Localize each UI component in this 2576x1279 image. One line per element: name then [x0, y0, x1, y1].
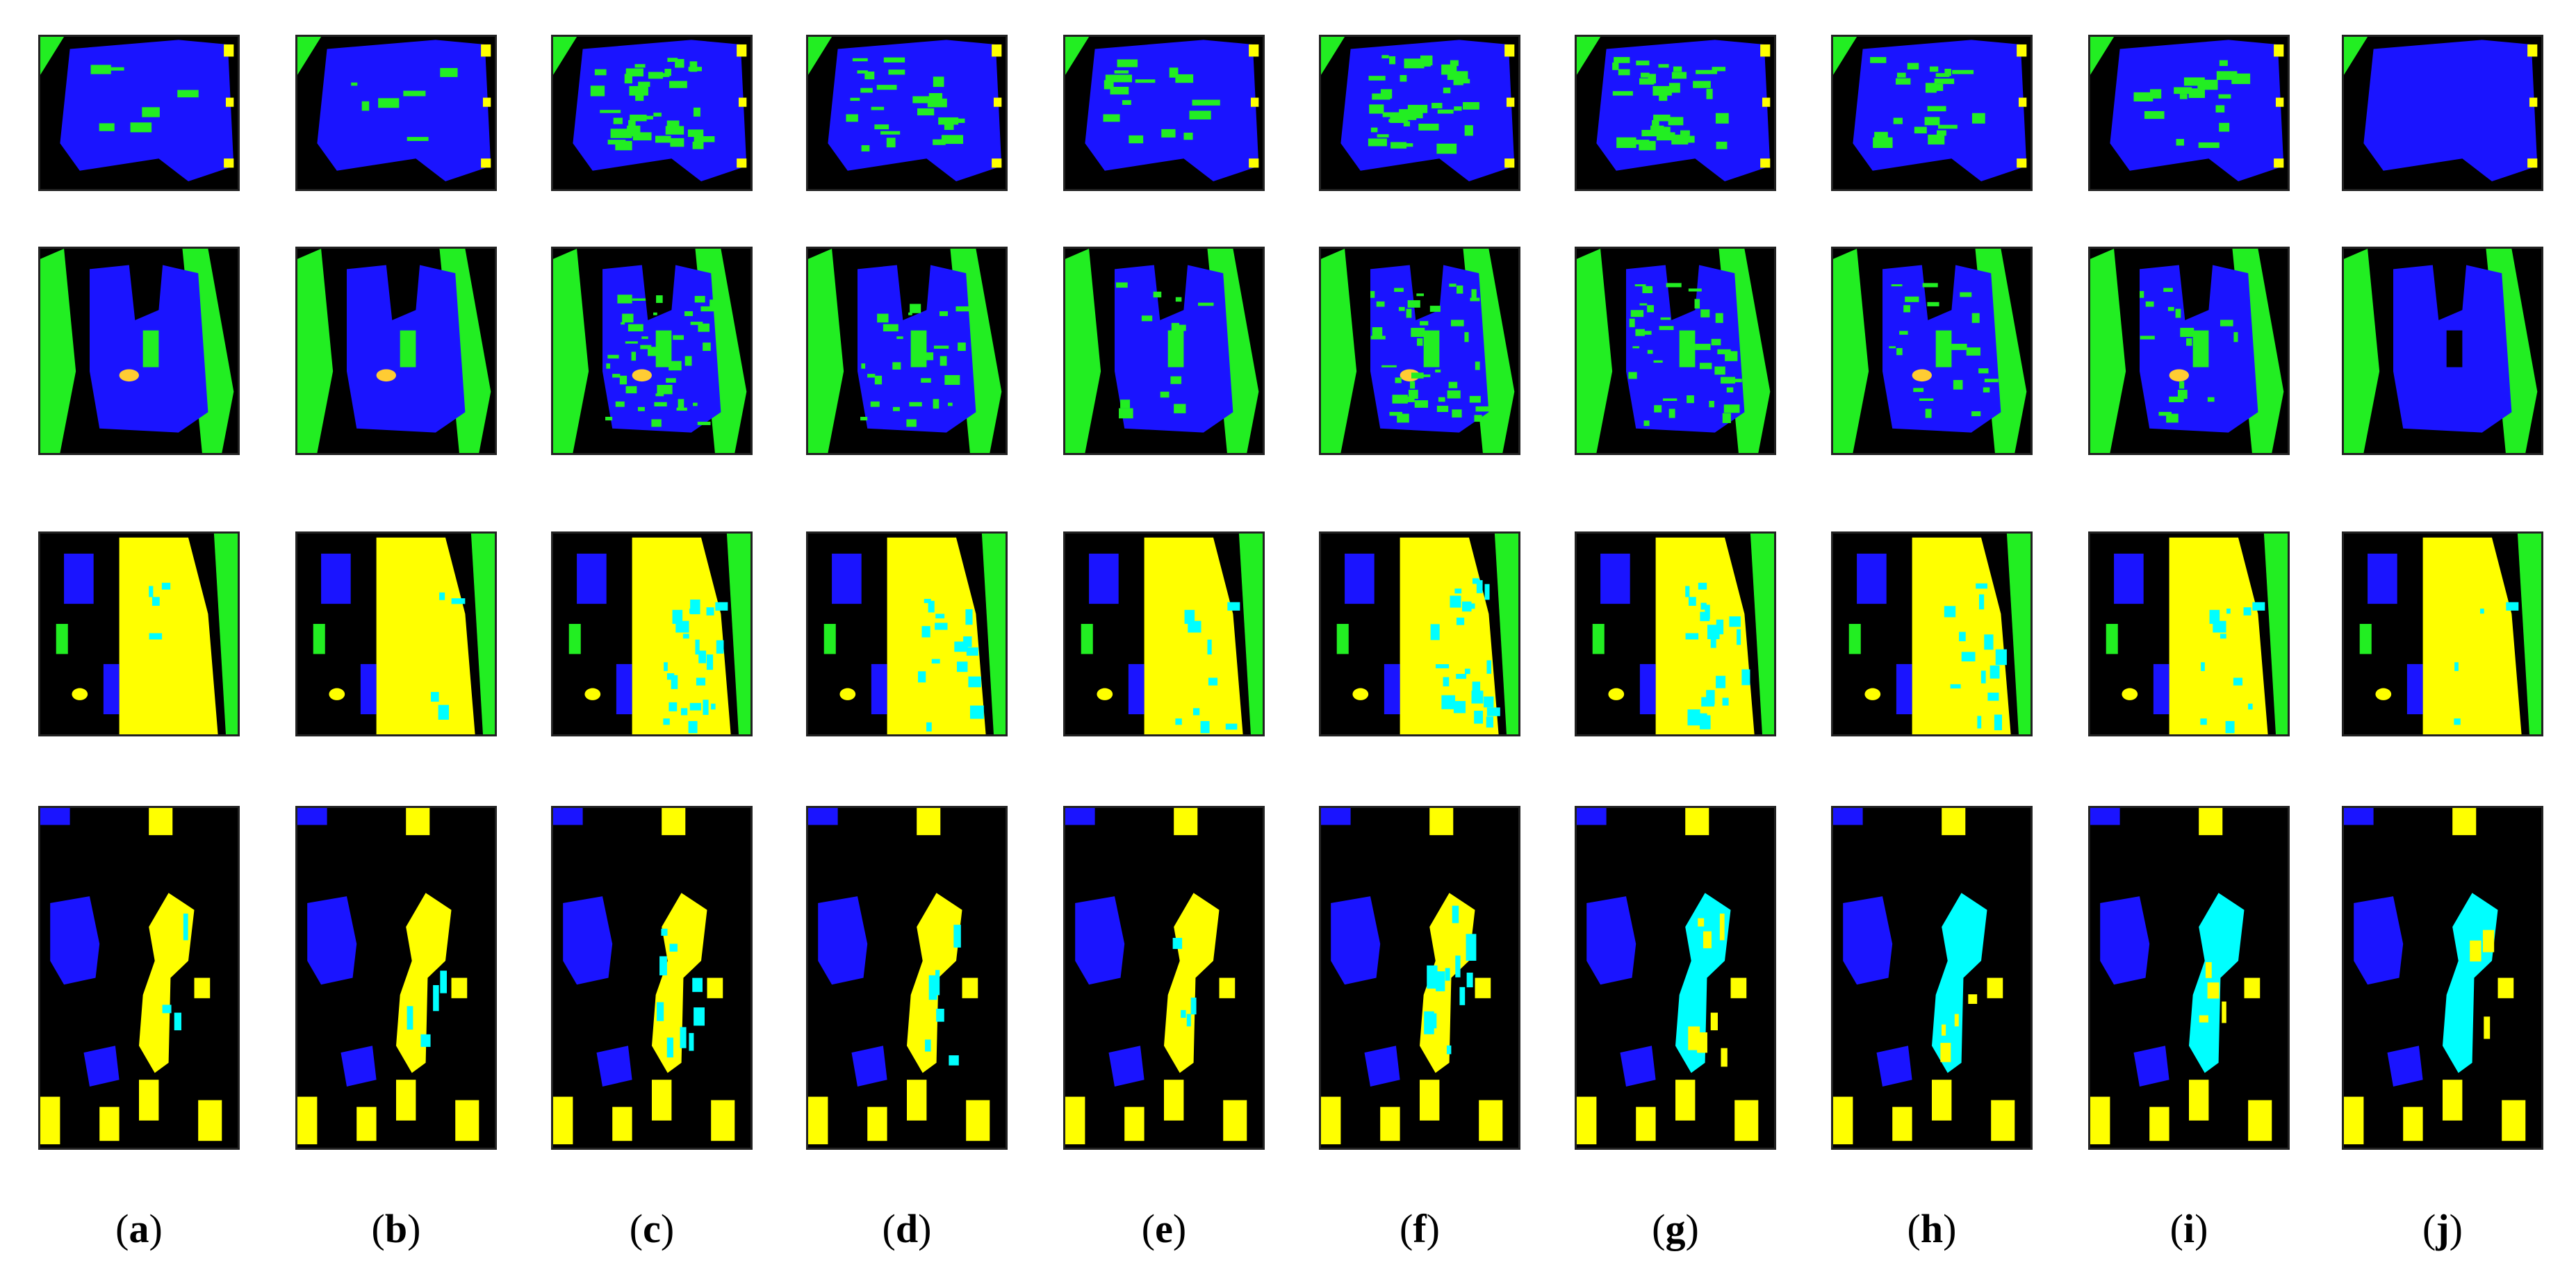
label-paren-close: ) [918, 1206, 932, 1251]
map-tile-row3-e [1063, 531, 1265, 736]
column-label-j: (j) [2384, 1205, 2502, 1252]
map-tile-row1-c [551, 35, 753, 191]
column-label-h: (h) [1873, 1205, 1991, 1252]
label-letter: h [1920, 1206, 1944, 1251]
map-tile-row1-j [2342, 35, 2543, 191]
map-tile-row3-i [2088, 531, 2290, 736]
map-tile-row2-d [806, 247, 1008, 455]
map-tile-row1-a [38, 35, 240, 191]
map-tile-row1-d [806, 35, 1008, 191]
map-tile-row1-h [1831, 35, 2033, 191]
map-tile-row2-e [1063, 247, 1265, 455]
map-tile-row2-b [295, 247, 497, 455]
map-tile-row4-e [1063, 806, 1265, 1150]
label-letter: c [643, 1206, 661, 1251]
label-paren-close: ) [2449, 1206, 2463, 1251]
label-paren-open: ( [115, 1206, 129, 1251]
label-letter: f [1413, 1206, 1427, 1251]
label-letter: i [2183, 1206, 2195, 1251]
map-tile-row3-j [2342, 531, 2543, 736]
label-paren-close: ) [1172, 1206, 1187, 1251]
map-tile-row2-g [1575, 247, 1776, 455]
label-paren-open: ( [2169, 1206, 2183, 1251]
label-letter: g [1665, 1206, 1686, 1251]
label-paren-open: ( [1141, 1206, 1156, 1251]
label-paren-close: ) [2194, 1206, 2208, 1251]
label-paren-open: ( [882, 1206, 896, 1251]
label-paren-close: ) [1943, 1206, 1957, 1251]
label-letter: d [895, 1206, 919, 1251]
map-tile-row1-b [295, 35, 497, 191]
label-letter: j [2436, 1206, 2450, 1251]
map-tile-row1-f [1319, 35, 1520, 191]
label-paren-close: ) [1426, 1206, 1440, 1251]
map-tile-row3-h [1831, 531, 2033, 736]
label-paren-open: ( [371, 1206, 385, 1251]
map-tile-row3-a [38, 531, 240, 736]
map-tile-row4-d [806, 806, 1008, 1150]
label-paren-close: ) [407, 1206, 421, 1251]
column-label-g: (g) [1616, 1205, 1734, 1252]
column-label-d: (d) [848, 1205, 966, 1252]
map-tile-row1-g [1575, 35, 1776, 191]
column-label-c: (c) [593, 1205, 711, 1252]
map-tile-row1-e [1063, 35, 1265, 191]
column-label-e: (e) [1105, 1205, 1223, 1252]
map-tile-row3-d [806, 531, 1008, 736]
map-tile-row3-f [1319, 531, 1520, 736]
label-paren-open: ( [2422, 1206, 2436, 1251]
map-tile-row2-i [2088, 247, 2290, 455]
map-tile-row4-i [2088, 806, 2290, 1150]
map-tile-row2-c [551, 247, 753, 455]
map-tile-row4-g [1575, 806, 1776, 1150]
map-tile-row3-g [1575, 531, 1776, 736]
column-label-a: (a) [80, 1205, 198, 1252]
column-label-i: (i) [2130, 1205, 2248, 1252]
map-tile-row2-f [1319, 247, 1520, 455]
map-tile-row3-c [551, 531, 753, 736]
label-paren-close: ) [149, 1206, 163, 1251]
column-label-b: (b) [337, 1205, 455, 1252]
label-paren-open: ( [1907, 1206, 1921, 1251]
label-letter: b [384, 1206, 408, 1251]
label-paren-open: ( [1652, 1206, 1666, 1251]
label-letter: e [1155, 1206, 1173, 1251]
map-tile-row4-h [1831, 806, 2033, 1150]
map-tile-row2-j [2342, 247, 2543, 455]
column-label-f: (f) [1361, 1205, 1479, 1252]
label-paren-open: ( [1400, 1206, 1413, 1251]
label-paren-close: ) [660, 1206, 675, 1251]
label-paren-open: ( [629, 1206, 643, 1251]
map-tile-row4-f [1319, 806, 1520, 1150]
map-tile-row2-h [1831, 247, 2033, 455]
map-tile-row1-i [2088, 35, 2290, 191]
label-letter: a [129, 1206, 149, 1251]
label-paren-close: ) [1685, 1206, 1699, 1251]
map-tile-row3-b [295, 531, 497, 736]
map-tile-row2-a [38, 247, 240, 455]
map-tile-row4-a [38, 806, 240, 1150]
map-tile-row4-c [551, 806, 753, 1150]
map-tile-row4-b [295, 806, 497, 1150]
map-tile-row4-j [2342, 806, 2543, 1150]
